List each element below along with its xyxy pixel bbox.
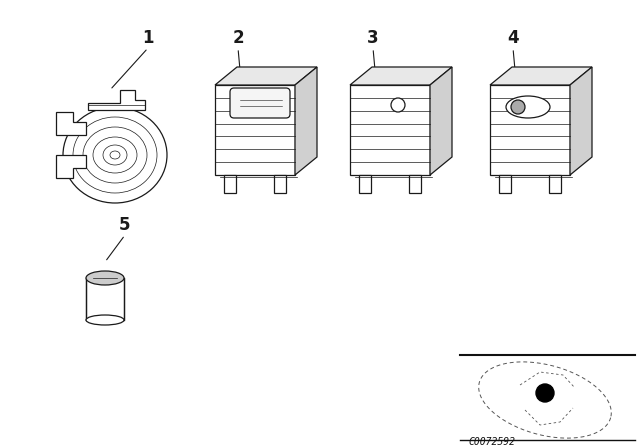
Bar (499, 175, 511, 193)
Ellipse shape (63, 107, 167, 203)
Bar (350, 85, 430, 175)
Polygon shape (215, 67, 317, 85)
Text: 2: 2 (232, 29, 244, 47)
Polygon shape (56, 112, 86, 135)
Bar (409, 175, 421, 193)
FancyBboxPatch shape (230, 88, 290, 118)
Ellipse shape (86, 271, 124, 285)
Polygon shape (88, 90, 145, 110)
Polygon shape (350, 67, 452, 85)
Polygon shape (295, 67, 317, 175)
Bar (86, 278, 124, 320)
Polygon shape (570, 67, 592, 175)
Text: 3: 3 (367, 29, 379, 47)
Bar (215, 85, 295, 175)
Polygon shape (430, 67, 452, 175)
Polygon shape (490, 67, 592, 85)
Bar (274, 175, 286, 193)
Bar (224, 175, 236, 193)
Circle shape (391, 98, 405, 112)
Circle shape (536, 384, 554, 402)
Text: C0072592: C0072592 (468, 437, 515, 447)
Bar (490, 85, 570, 175)
Ellipse shape (506, 96, 550, 118)
Text: 1: 1 (142, 29, 154, 47)
Polygon shape (56, 155, 86, 178)
Bar (359, 175, 371, 193)
Ellipse shape (86, 315, 124, 325)
Text: 4: 4 (507, 29, 519, 47)
Text: 5: 5 (119, 216, 131, 234)
Ellipse shape (511, 100, 525, 114)
Bar (549, 175, 561, 193)
